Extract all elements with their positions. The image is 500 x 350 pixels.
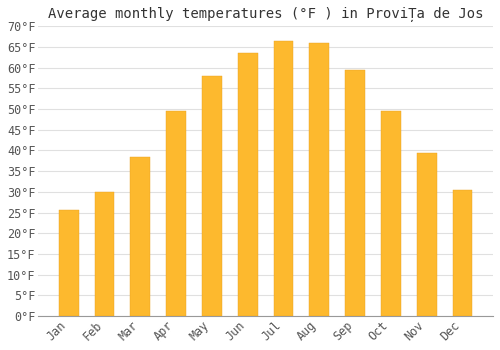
Bar (274, 41, 293, 316)
Bar (130, 157, 150, 316)
Bar (346, 70, 365, 316)
Bar (59, 210, 78, 316)
Bar (417, 153, 436, 316)
Bar (166, 111, 186, 316)
Bar (381, 111, 401, 316)
Title: Average monthly temperatures (°F ) in ProviȚa de Jos: Average monthly temperatures (°F ) in Pr… (48, 7, 484, 22)
Bar (452, 190, 472, 316)
Bar (202, 76, 222, 316)
Bar (94, 192, 114, 316)
Bar (238, 53, 258, 316)
Bar (310, 43, 329, 316)
